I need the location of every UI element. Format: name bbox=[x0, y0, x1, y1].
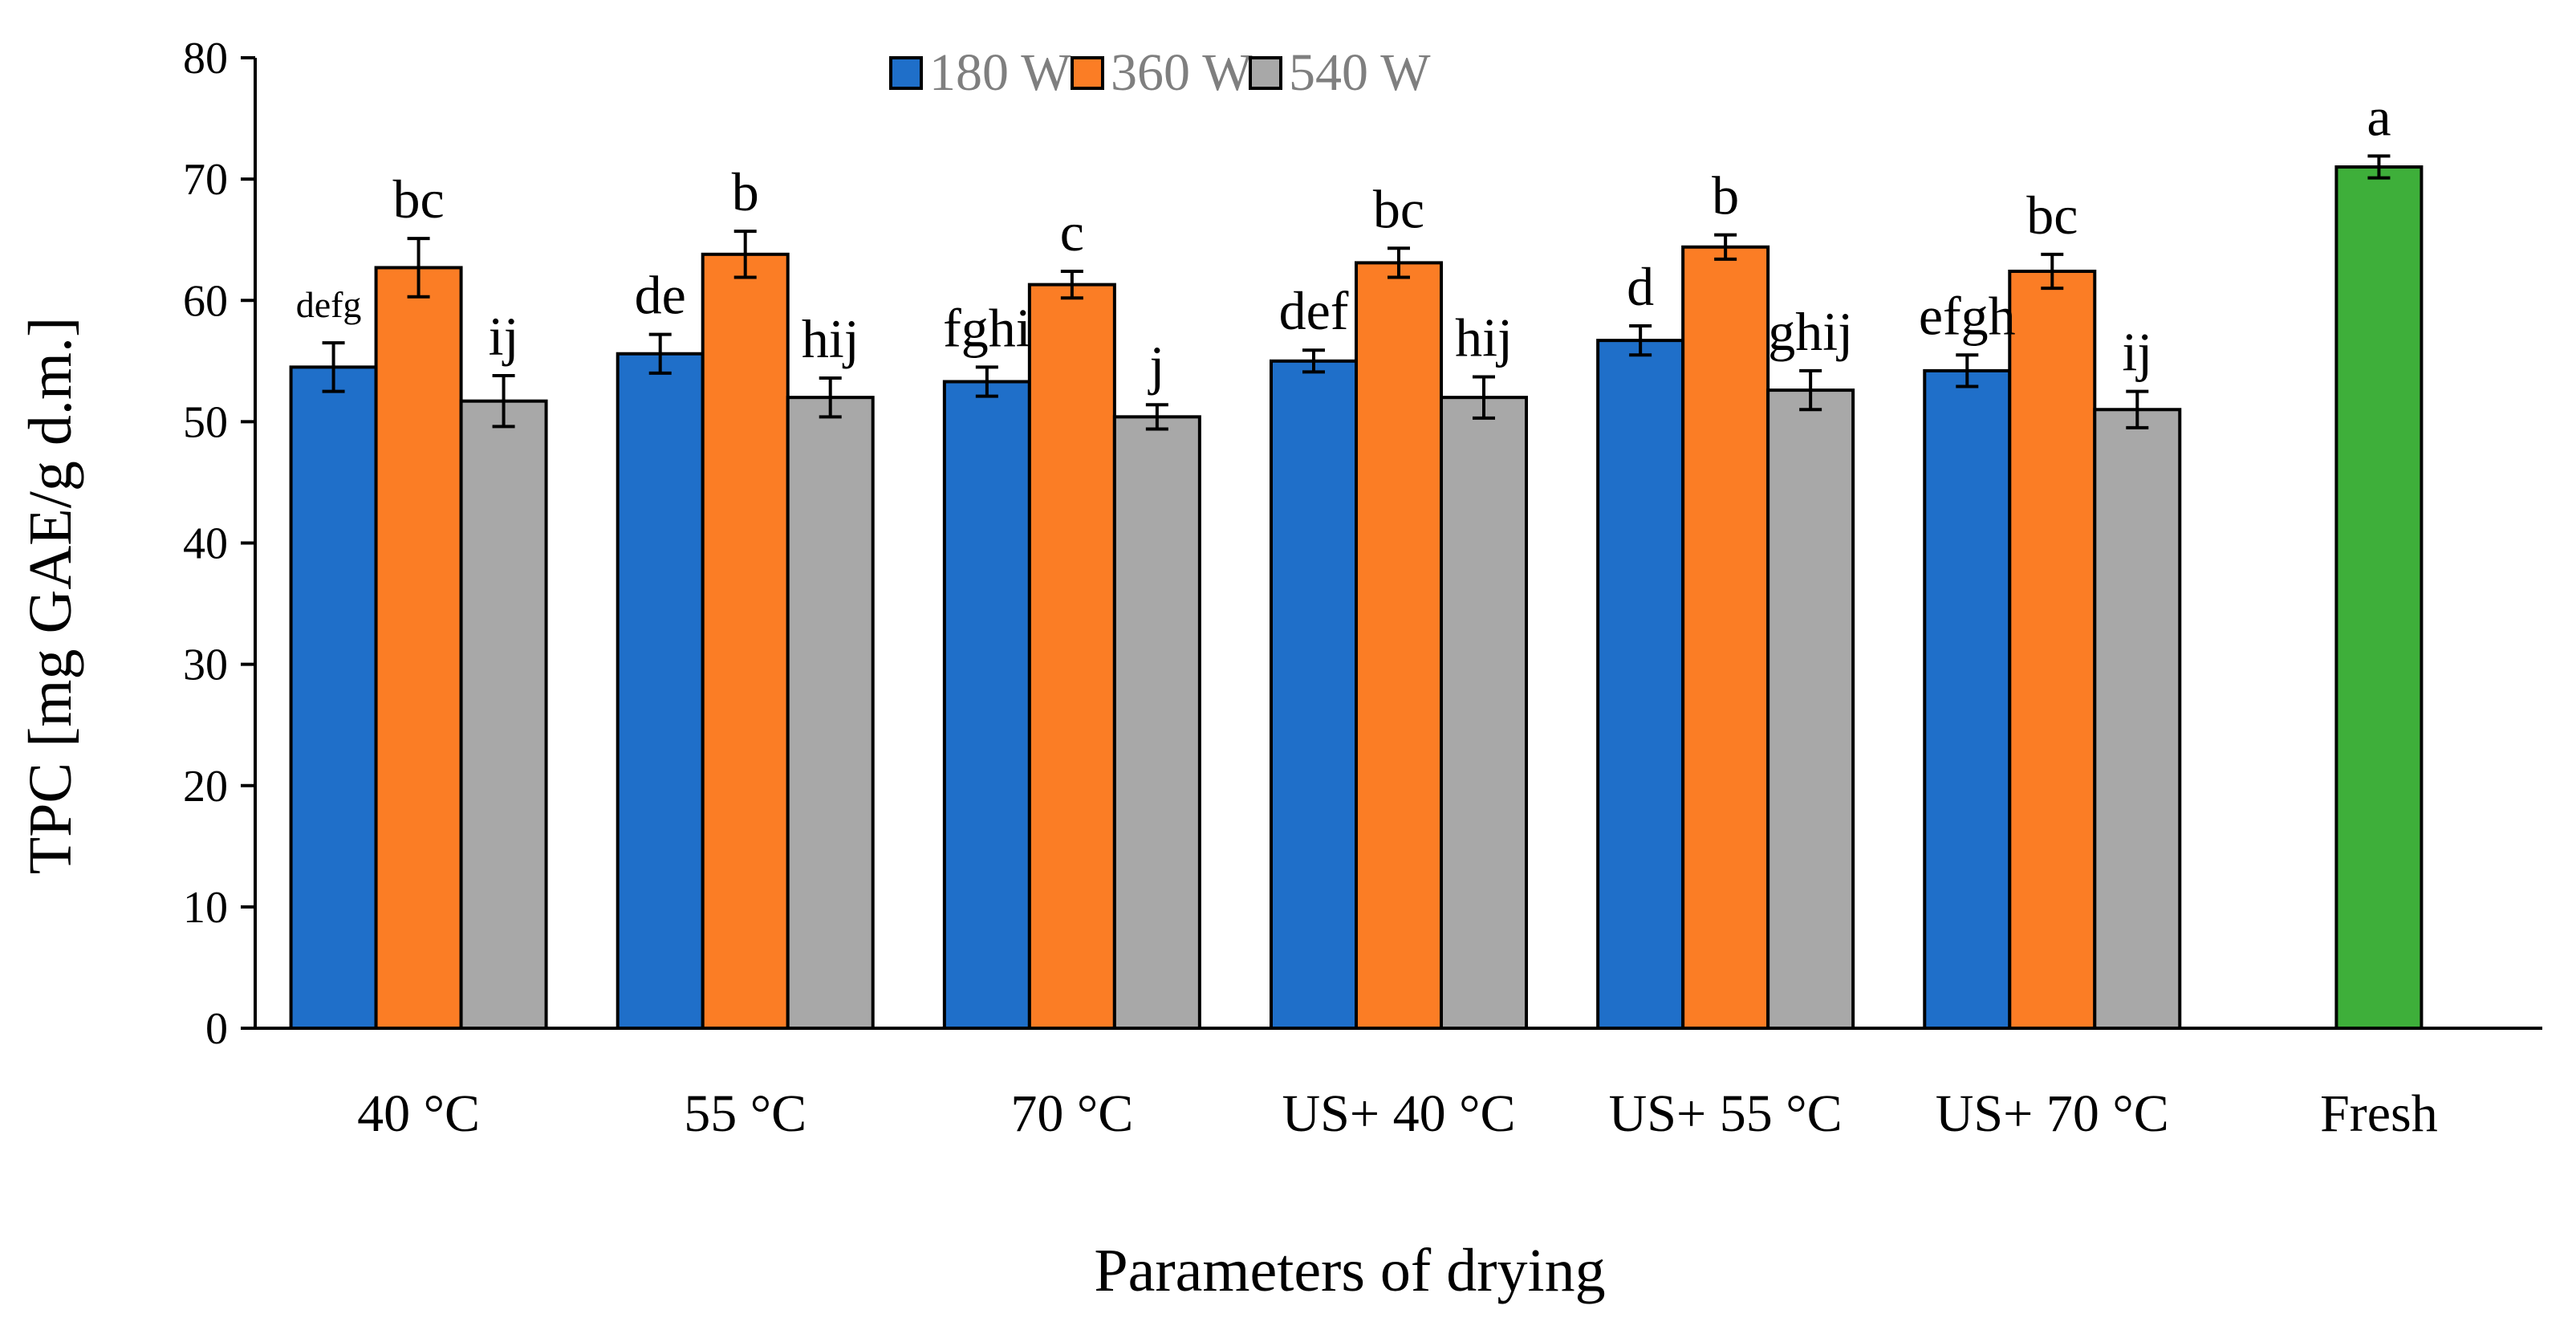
bar-180w bbox=[1270, 359, 1358, 1030]
x-axis-title: Parameters of drying bbox=[1094, 1237, 1605, 1304]
significance-label: ghij bbox=[1768, 301, 1853, 362]
significance-label: de bbox=[635, 265, 686, 326]
bar-180w bbox=[616, 352, 705, 1030]
x-tick-label: 70 °C bbox=[1010, 1084, 1133, 1143]
x-tick-label: 40 °C bbox=[357, 1084, 480, 1143]
bar-360w bbox=[1681, 245, 1770, 1030]
y-tick-label: 80 bbox=[183, 34, 228, 83]
y-tick-label: 70 bbox=[183, 155, 228, 205]
significance-label: hij bbox=[802, 308, 859, 369]
legend-swatch bbox=[1071, 56, 1104, 90]
bar-fresh bbox=[2334, 165, 2424, 1031]
legend-label: 360 W bbox=[1111, 43, 1253, 102]
y-tick-label: 60 bbox=[183, 276, 228, 326]
bar-360w bbox=[1355, 261, 1443, 1030]
bar-540w bbox=[1112, 415, 1201, 1030]
bar-540w bbox=[459, 399, 548, 1030]
significance-label: ij bbox=[2122, 322, 2152, 383]
significance-label: b bbox=[1712, 165, 1739, 226]
bar-360w bbox=[2008, 269, 2097, 1031]
x-tick-label: US+ 70 °C bbox=[1936, 1084, 2169, 1143]
y-axis-title: TPC [mg GAE/g d.m.] bbox=[17, 317, 84, 875]
bar-540w bbox=[786, 396, 875, 1030]
legend: 180 W 360 W 540 W bbox=[889, 43, 1431, 102]
y-tick-label: 50 bbox=[183, 397, 228, 447]
x-tick-label: US+ 40 °C bbox=[1282, 1084, 1515, 1143]
significance-label: fghi bbox=[943, 297, 1031, 358]
bar-360w bbox=[701, 252, 790, 1030]
significance-label: d bbox=[1627, 256, 1654, 317]
error-bars bbox=[322, 154, 2391, 431]
y-tick-label: 40 bbox=[183, 519, 228, 569]
significance-label: bc bbox=[1373, 178, 1424, 239]
significance-label: bc bbox=[2026, 185, 2078, 246]
axes: 0 10 20 30 40 50 60 70 80 40 °C 55 °C 70 °C US+ 40 °… bbox=[183, 34, 2542, 1143]
bars bbox=[289, 165, 2424, 1031]
significance-label: b bbox=[732, 161, 759, 222]
bar-180w bbox=[942, 380, 1031, 1031]
legend-swatch bbox=[889, 56, 923, 90]
significance-label: ij bbox=[489, 306, 519, 367]
legend-swatch bbox=[1249, 56, 1282, 90]
bar-180w bbox=[1596, 339, 1685, 1030]
y-tick-label: 20 bbox=[183, 762, 228, 811]
x-tick-label: Fresh bbox=[2320, 1084, 2438, 1143]
y-tick-label: 0 bbox=[205, 1004, 228, 1054]
significance-label: defg bbox=[296, 284, 362, 325]
significance-label: bc bbox=[392, 169, 444, 230]
x-tick-label: US+ 55 °C bbox=[1609, 1084, 1843, 1143]
bar-180w bbox=[1923, 368, 2012, 1030]
significance-label: c bbox=[1060, 201, 1084, 262]
significance-label: hij bbox=[1455, 307, 1513, 368]
bar-180w bbox=[289, 365, 378, 1030]
bar-360w bbox=[1027, 283, 1116, 1030]
significance-label: a bbox=[2367, 86, 2391, 147]
significance-label: efgh bbox=[1919, 285, 2016, 346]
bar-540w bbox=[1766, 388, 1855, 1030]
bar-540w bbox=[1440, 396, 1528, 1030]
legend-label: 540 W bbox=[1289, 43, 1431, 102]
bar-540w bbox=[2093, 408, 2182, 1030]
bar-360w bbox=[374, 266, 463, 1031]
x-tick-label: 55 °C bbox=[684, 1084, 807, 1143]
y-tick-label: 10 bbox=[183, 883, 228, 933]
significance-label: j bbox=[1148, 335, 1164, 396]
y-tick-label: 30 bbox=[183, 641, 228, 690]
significance-label: def bbox=[1279, 280, 1349, 341]
legend-label: 180 W bbox=[929, 43, 1071, 102]
